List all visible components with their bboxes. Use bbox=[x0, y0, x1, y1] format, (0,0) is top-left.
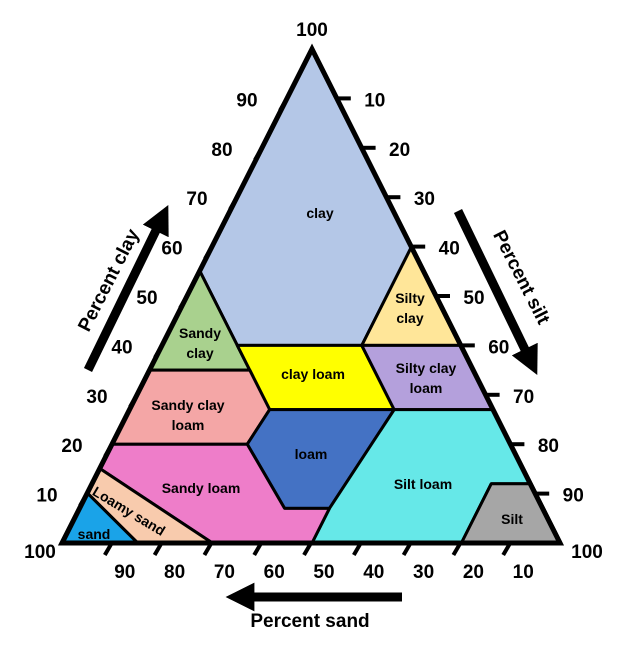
sand-tick-label: 60 bbox=[264, 562, 285, 583]
sand-tick-label: 50 bbox=[313, 562, 334, 583]
sand-tick-label: 30 bbox=[413, 562, 434, 583]
region-label-line: clay bbox=[186, 345, 213, 361]
region-label-sandy-clay-loam: Sandy clay loam bbox=[151, 397, 224, 433]
region-label-loam: loam bbox=[295, 446, 328, 462]
clay-tick-label: 80 bbox=[211, 140, 232, 161]
region-label-sandy-loam: Sandy loam bbox=[162, 480, 241, 496]
sand-tick-label-100: 100 bbox=[24, 542, 56, 563]
clay-tick-label: 60 bbox=[161, 239, 182, 260]
region-label-line: loam bbox=[410, 380, 443, 396]
region-label-line: loam bbox=[172, 417, 205, 433]
sand-tick-label: 10 bbox=[513, 562, 534, 583]
region-label-line: clay bbox=[396, 310, 423, 326]
clay-tick-label-100: 100 bbox=[296, 20, 328, 41]
region-label-line: Silt bbox=[501, 511, 523, 527]
triangle-outline bbox=[57, 43, 565, 546]
region-label-line: Sandy loam bbox=[162, 480, 241, 496]
clay-tick-label: 90 bbox=[236, 90, 257, 111]
silt-tick-label: 80 bbox=[538, 436, 559, 457]
silt-axis-title: Percent silt bbox=[488, 227, 554, 328]
region-label-silt: Silt bbox=[501, 511, 523, 527]
clay-tick-label: 20 bbox=[61, 436, 82, 457]
silt-axis-arrow bbox=[453, 209, 538, 375]
clay-axis-arrow bbox=[83, 205, 169, 372]
silt-tick-label: 70 bbox=[513, 387, 534, 408]
region-label-line: Sandy clay bbox=[151, 397, 224, 413]
region-label-line: loam bbox=[295, 446, 328, 462]
sand-tick-label: 40 bbox=[363, 562, 384, 583]
region-label-line: sand bbox=[78, 526, 111, 542]
clay-tick-label: 30 bbox=[86, 387, 107, 408]
region-label-silt-loam: Silt loam bbox=[394, 476, 452, 492]
sand-tick-label: 20 bbox=[463, 562, 484, 583]
sand-tick-label: 90 bbox=[114, 562, 135, 583]
silt-tick-label-100: 100 bbox=[571, 542, 603, 563]
region-label-silty-clay-loam: Silty clay loam bbox=[396, 360, 457, 396]
silt-tick-label: 90 bbox=[563, 486, 584, 507]
region-label-sand: sand bbox=[78, 526, 111, 542]
clay-tick-label: 10 bbox=[36, 486, 57, 507]
silt-tick-label: 20 bbox=[389, 140, 410, 161]
silt-tick-label: 40 bbox=[439, 239, 460, 260]
region-label-line: Silty clay bbox=[396, 360, 457, 376]
region-label-line: Silty bbox=[395, 290, 425, 306]
region-label-clay: clay bbox=[306, 205, 333, 221]
region-label-clay-loam: clay loam bbox=[281, 366, 345, 382]
region-label-line: clay loam bbox=[281, 366, 345, 382]
region-label-silty-clay: Silty clay bbox=[395, 290, 425, 326]
sand-axis-title: Percent sand bbox=[250, 611, 369, 632]
clay-tick-label: 40 bbox=[111, 337, 132, 358]
region-label-sandy-clay: Sandy clay bbox=[179, 325, 221, 361]
silt-tick-label: 30 bbox=[414, 189, 435, 210]
clay-tick-label: 50 bbox=[136, 288, 157, 309]
sand-tick-label: 80 bbox=[164, 562, 185, 583]
silt-tick-label: 50 bbox=[463, 288, 484, 309]
clay-tick-label: 70 bbox=[186, 189, 207, 210]
silt-tick-label: 10 bbox=[364, 90, 385, 111]
region-label-line: clay bbox=[306, 205, 333, 221]
region-label-line: Sandy bbox=[179, 325, 221, 341]
silt-tick-label: 60 bbox=[488, 337, 509, 358]
sand-tick-label: 70 bbox=[214, 562, 235, 583]
region-label-line: Silt loam bbox=[394, 476, 452, 492]
